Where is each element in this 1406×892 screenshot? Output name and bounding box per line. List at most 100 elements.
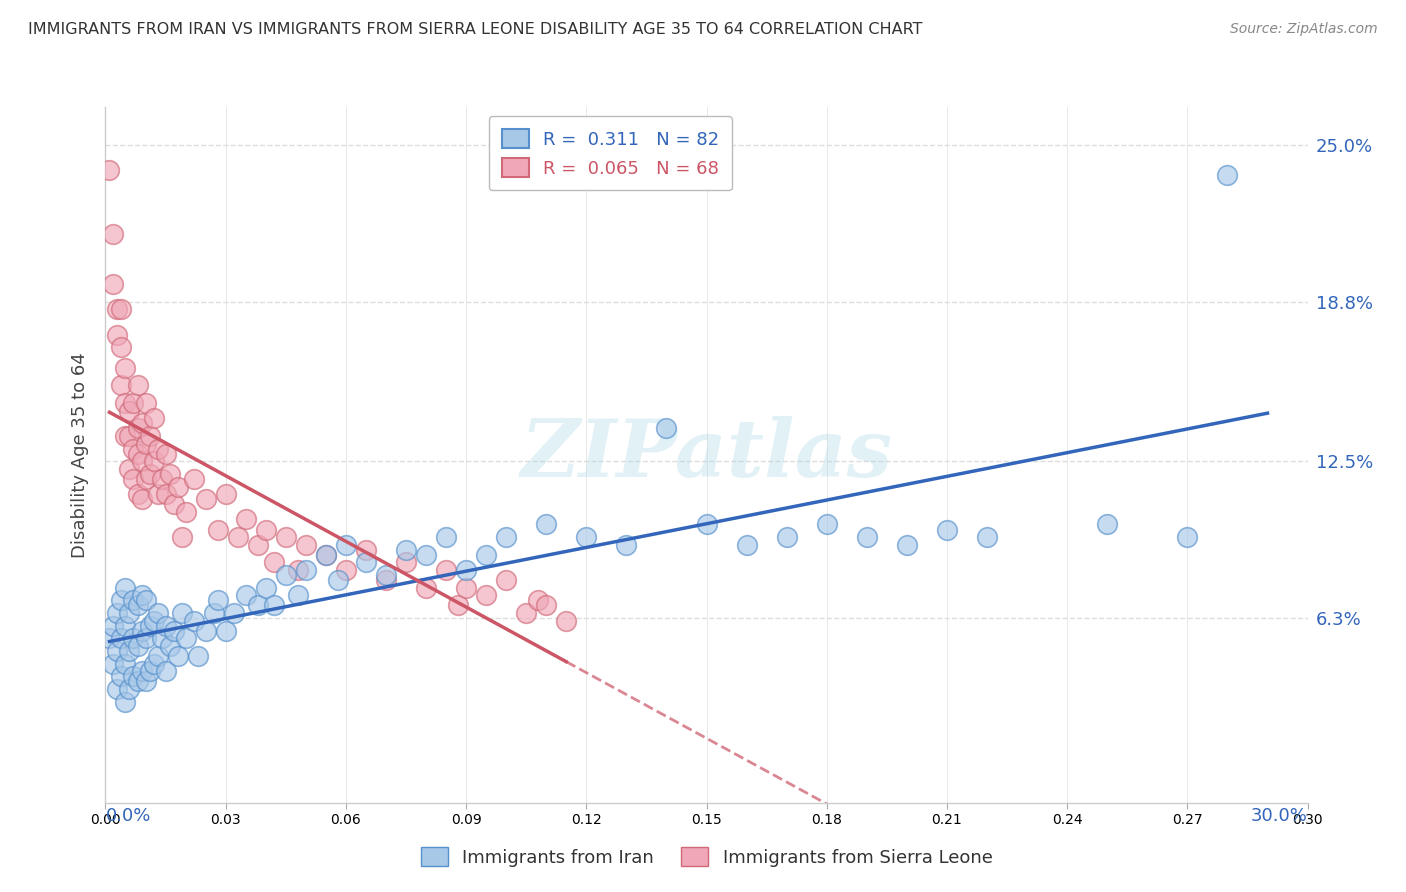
Point [315, 548, 337, 562]
Point [447, 599, 470, 613]
Point [135, 396, 157, 410]
Point [142, 454, 165, 468]
Point [235, 588, 257, 602]
Point [103, 657, 125, 671]
Point [735, 538, 758, 552]
Point [575, 530, 598, 544]
Point [454, 563, 477, 577]
Point [118, 429, 141, 443]
Point [194, 624, 217, 638]
Point [122, 632, 145, 646]
Point [122, 669, 145, 683]
Point [103, 277, 125, 292]
Point [475, 588, 498, 602]
Point [374, 573, 398, 587]
Point [187, 648, 209, 663]
Point [135, 632, 157, 646]
Point [138, 665, 160, 679]
Point [146, 487, 169, 501]
Point [110, 593, 132, 607]
Point [142, 657, 165, 671]
Point [254, 523, 277, 537]
Point [202, 606, 225, 620]
Point [287, 588, 309, 602]
Point [174, 632, 197, 646]
Point [254, 581, 277, 595]
Point [434, 530, 457, 544]
Point [127, 599, 149, 613]
Point [335, 563, 357, 577]
Text: Source: ZipAtlas.com: Source: ZipAtlas.com [1230, 22, 1378, 37]
Point [155, 447, 177, 461]
Point [122, 442, 145, 456]
Point [495, 530, 517, 544]
Point [155, 487, 177, 501]
Point [107, 681, 129, 696]
Point [454, 581, 477, 595]
Y-axis label: Disability Age 35 to 64: Disability Age 35 to 64 [70, 352, 89, 558]
Point [896, 538, 918, 552]
Point [110, 302, 132, 317]
Point [274, 530, 297, 544]
Point [155, 665, 177, 679]
Point [118, 606, 141, 620]
Point [166, 648, 188, 663]
Point [127, 378, 149, 392]
Point [150, 632, 173, 646]
Point [110, 378, 132, 392]
Point [131, 624, 153, 638]
Point [142, 614, 165, 628]
Point [527, 593, 550, 607]
Point [114, 695, 136, 709]
Point [131, 492, 153, 507]
Point [495, 573, 517, 587]
Point [976, 530, 998, 544]
Point [98, 632, 121, 646]
Point [936, 523, 959, 537]
Point [162, 624, 184, 638]
Point [131, 588, 153, 602]
Point [107, 302, 129, 317]
Point [138, 618, 160, 632]
Point [354, 542, 377, 557]
Point [103, 618, 125, 632]
Point [159, 639, 181, 653]
Point [146, 606, 169, 620]
Point [107, 327, 129, 342]
Point [122, 396, 145, 410]
Point [287, 563, 309, 577]
Point [107, 606, 129, 620]
Point [127, 421, 149, 435]
Point [118, 462, 141, 476]
Point [326, 573, 349, 587]
Point [214, 624, 236, 638]
Point [135, 436, 157, 450]
Point [815, 517, 838, 532]
Point [114, 657, 136, 671]
Point [118, 403, 141, 417]
Point [122, 472, 145, 486]
Point [207, 523, 229, 537]
Point [138, 429, 160, 443]
Point [274, 568, 297, 582]
Legend: Immigrants from Iran, Immigrants from Sierra Leone: Immigrants from Iran, Immigrants from Si… [413, 839, 1000, 874]
Text: 30.0%: 30.0% [1251, 807, 1308, 825]
Point [415, 581, 437, 595]
Point [114, 429, 136, 443]
Point [118, 644, 141, 658]
Point [515, 606, 537, 620]
Point [475, 548, 498, 562]
Point [174, 505, 197, 519]
Point [114, 581, 136, 595]
Point [131, 454, 153, 468]
Point [696, 517, 718, 532]
Point [135, 472, 157, 486]
Point [142, 411, 165, 425]
Point [374, 568, 398, 582]
Point [114, 618, 136, 632]
Point [170, 606, 193, 620]
Point [395, 542, 418, 557]
Point [1216, 169, 1239, 183]
Point [1097, 517, 1119, 532]
Point [114, 360, 136, 375]
